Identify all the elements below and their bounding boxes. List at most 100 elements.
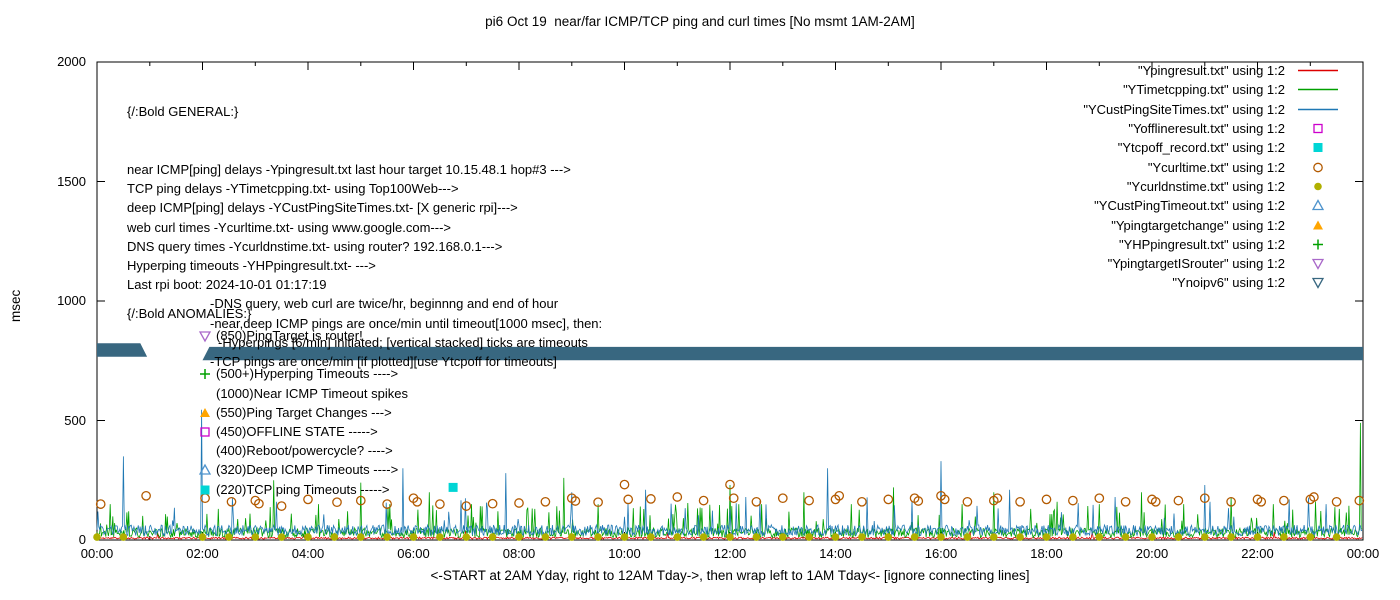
legend: "Ypingresult.txt" using 1:2 "YTimetcpping… xyxy=(900,61,1346,293)
legend-line-sample xyxy=(1298,89,1338,91)
legend-entry: "YCustPingTimeout.txt" using 1:2 xyxy=(900,196,1346,215)
legend-square-filled-icon xyxy=(1313,143,1323,153)
x-tick-label: 02:00 xyxy=(186,546,219,561)
x-tick-label: 14:00 xyxy=(819,546,852,561)
legend-label: "Ycurltime.txt" using 1:2 xyxy=(1147,159,1285,175)
y-tick-label: 500 xyxy=(64,412,86,428)
general-line: -TCP pings are once/min [if plotted][use… xyxy=(210,354,557,370)
legend-entry: "Ytcpoff_record.txt" using 1:2 xyxy=(900,138,1346,157)
y-tick-label: 1000 xyxy=(57,293,86,308)
square-filled-icon xyxy=(200,485,210,495)
chart-title: pi6 Oct 19 near/far ICMP/TCP ping and cu… xyxy=(485,14,915,29)
legend-label: "Ytcpoff_record.txt" using 1:2 xyxy=(1117,140,1285,156)
anomaly-line: (220)TCP ping Timeouts -----> xyxy=(198,480,408,499)
anomaly-text: (400)Reboot/powercycle? ----> xyxy=(216,443,393,459)
legend-entry: "Ynoipv6" using 1:2 xyxy=(900,273,1346,292)
general-line: deep ICMP[ping] delays -YCustPingSiteTim… xyxy=(127,200,518,216)
tri-down-open-icon xyxy=(198,331,212,343)
plus-icon xyxy=(200,369,210,380)
legend-label: "YpingtargetISrouter" using 1:2 xyxy=(1107,256,1285,272)
general-line: -Hyperpings [6/min] initiated; [vertical… xyxy=(218,334,588,350)
x-tick-label: 00:00 xyxy=(1346,546,1380,561)
legend-entry: "Ypingresult.txt" using 1:2 xyxy=(900,61,1346,80)
anomaly-text: (320)Deep ICMP Timeouts ----> xyxy=(216,462,399,478)
general-line: web curl times -Ycurltime.txt- using www… xyxy=(127,219,452,235)
marker-spacer xyxy=(198,347,215,362)
legend-entry: "YTimetcpping.txt" using 1:2 xyxy=(900,80,1346,99)
legend-line-sample xyxy=(1298,69,1338,72)
x-tick-label: 06:00 xyxy=(397,546,430,561)
anomaly-text: (1000)Near ICMP Timeout spikes xyxy=(216,385,408,401)
legend-label: "Ycurldnstime.txt" using 1:2 xyxy=(1126,178,1285,194)
legend-entry: "YHPpingresult.txt" using 1:2 xyxy=(900,235,1346,254)
legend-tri-down-open-icon xyxy=(1311,258,1325,270)
legend-label: "YCustPingTimeout.txt" using 1:2 xyxy=(1094,198,1285,214)
anomaly-text: (450)OFFLINE STATE -----> xyxy=(216,424,378,440)
legend-entry: "Ycurldnstime.txt" using 1:2 xyxy=(900,177,1346,196)
anomaly-text: (220)TCP ping Timeouts -----> xyxy=(216,481,390,497)
legend-circle-open-icon xyxy=(1313,162,1323,172)
x-tick-label: 16:00 xyxy=(924,546,958,561)
anomaly-line: (400)Reboot/powercycle? ----> xyxy=(198,441,408,460)
general-line: -near,deep ICMP pings are once/min until… xyxy=(210,315,603,331)
anomaly-text: (850)PingTarget is router! xyxy=(216,328,363,344)
x-tick-label: 10:00 xyxy=(608,546,641,561)
general-line: -DNS query, web curl are twice/hr, begin… xyxy=(210,296,559,312)
x-tick-label: 08:00 xyxy=(502,546,536,561)
legend-entry: "Ypingtargetchange" using 1:2 xyxy=(900,215,1346,234)
y-tick-label: 1500 xyxy=(57,173,86,189)
square-open-icon xyxy=(200,427,210,437)
general-line: near ICMP[ping] delays -Ypingresult.txt … xyxy=(127,162,571,178)
y-tick-label: 0 xyxy=(78,532,86,547)
general-line: TCP ping delays -YTimetcpping.txt- using… xyxy=(127,181,459,197)
legend-plus-icon xyxy=(1313,239,1323,250)
x-axis-label: <-START at 2AM Yday, right to 12AM Tday-… xyxy=(430,568,1030,583)
legend-circle-filled-icon xyxy=(1314,182,1322,191)
general-line: Last rpi boot: 2024-10-01 01:17:19 xyxy=(127,277,327,293)
legend-label: "Yofflineresult.txt" using 1:2 xyxy=(1128,121,1285,137)
anomaly-line: (450)OFFLINE STATE -----> xyxy=(198,422,408,441)
marker-spacer xyxy=(198,386,215,401)
legend-tri-up-open-icon xyxy=(1311,199,1325,211)
anomalies-heading: {/:Bold ANOMALIES:} xyxy=(127,306,252,321)
x-tick-label: 22:00 xyxy=(1241,546,1274,561)
legend-entry: "YCustPingSiteTimes.txt" using 1:2 xyxy=(900,100,1346,119)
general-annotations: {/:Bold GENERAL:} near ICMP[ping] delays… xyxy=(127,64,602,371)
legend-entry: "Ycurltime.txt" using 1:2 xyxy=(900,157,1346,176)
anomaly-text: (550)Ping Target Changes ---> xyxy=(216,404,392,420)
legend-square-open-icon xyxy=(1313,123,1323,134)
anomaly-line: (550)Ping Target Changes ---> xyxy=(198,403,408,422)
y-tick-label: 2000 xyxy=(57,54,86,69)
anomaly-line: (1000)Near ICMP Timeout spikes xyxy=(198,384,408,403)
x-tick-label: 00:00 xyxy=(80,546,114,561)
legend-tri-up-filled-icon xyxy=(1313,220,1323,230)
anomaly-line: (500+)Hyperping Timeouts ----> xyxy=(198,364,408,383)
x-tick-label: 04:00 xyxy=(291,546,325,561)
legend-line-sample xyxy=(1298,108,1338,110)
legend-entry: "Yofflineresult.txt" using 1:2 xyxy=(900,119,1346,138)
anomalies-annotations: (850)PingTarget is router! (500+)Hyperpin… xyxy=(198,326,408,499)
general-line: Hyperping timeouts -YHPpingresult.txt- -… xyxy=(127,258,376,274)
legend-label: "YHPpingresult.txt" using 1:2 xyxy=(1118,236,1285,252)
legend-tri-down-open-icon xyxy=(1311,278,1325,290)
general-line: DNS query times -Ycurldnstime.txt- using… xyxy=(127,238,503,254)
legend-entry: "YpingtargetISrouter" using 1:2 xyxy=(900,254,1346,273)
marker-spacer xyxy=(198,443,215,458)
legend-label: "YCustPingSiteTimes.txt" using 1:2 xyxy=(1083,101,1285,117)
anomaly-line xyxy=(198,345,408,364)
legend-label: "Ypingresult.txt" using 1:2 xyxy=(1137,63,1285,79)
legend-label: "YTimetcpping.txt" using 1:2 xyxy=(1123,82,1285,98)
legend-label: "Ynoipv6" using 1:2 xyxy=(1172,275,1285,291)
general-heading: {/:Bold GENERAL:} xyxy=(127,104,239,120)
tri-up-open-icon xyxy=(198,464,212,476)
x-tick-label: 20:00 xyxy=(1135,546,1169,561)
anomaly-text: (500+)Hyperping Timeouts ----> xyxy=(216,366,399,382)
legend-label: "Ypingtargetchange" using 1:2 xyxy=(1111,217,1285,233)
x-tick-label: 18:00 xyxy=(1030,546,1063,561)
anomaly-line: (320)Deep ICMP Timeouts ----> xyxy=(198,460,408,479)
x-tick-label: 12:00 xyxy=(713,546,747,561)
anomaly-line: (850)PingTarget is router! xyxy=(198,326,408,345)
tri-up-filled-icon xyxy=(200,407,210,417)
